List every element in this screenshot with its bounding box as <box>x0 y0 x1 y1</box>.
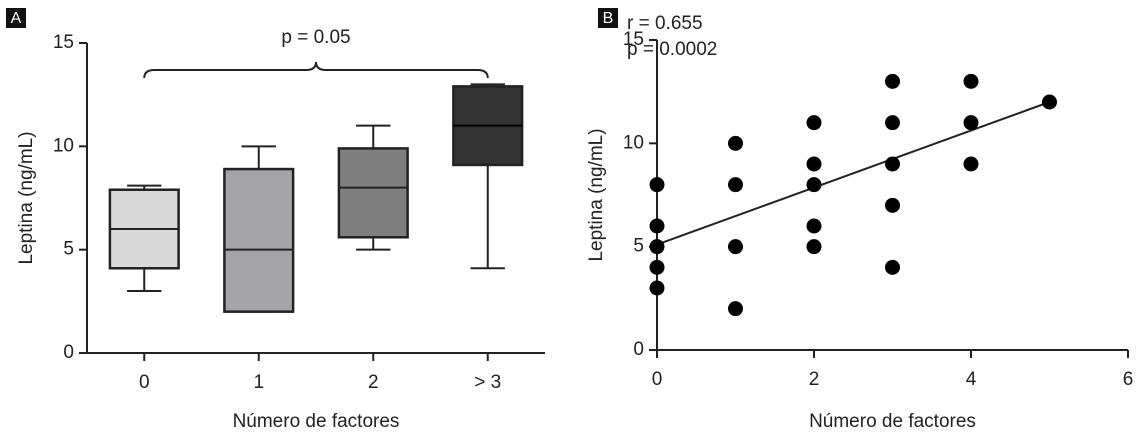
annotation: p = 0.0002 <box>627 39 717 60</box>
fit-line <box>656 101 1050 246</box>
point <box>806 115 822 131</box>
point <box>649 280 665 296</box>
point <box>885 73 900 89</box>
x-tick-label: 0 <box>652 369 663 390</box>
point <box>963 73 979 89</box>
x-tick-label: 6 <box>1123 369 1134 390</box>
annotation: r = 0.655 <box>627 13 703 34</box>
x-tick-label: 2 <box>368 372 379 393</box>
panel-letter: B <box>603 10 614 27</box>
x-tick-label: 1 <box>253 372 264 393</box>
point <box>649 239 665 255</box>
point <box>963 115 979 131</box>
bracket <box>143 61 489 79</box>
point <box>885 259 900 275</box>
y-axis-label: Leptina (ng/mL) <box>586 128 607 261</box>
point <box>885 197 900 213</box>
y-tick-label: 10 <box>623 132 644 153</box>
point <box>806 156 822 172</box>
panel-letter: A <box>11 10 22 27</box>
y-tick-label: 15 <box>623 29 644 50</box>
x-axis-label: Número de factores <box>233 411 400 432</box>
panel-badge <box>598 8 618 28</box>
point <box>806 239 822 255</box>
annotation: p = 0.05 <box>281 27 350 48</box>
point <box>649 259 665 275</box>
y-tick-label: 5 <box>633 236 644 257</box>
panel-badge <box>6 8 26 28</box>
y-tick-label: 10 <box>53 135 74 156</box>
x-tick-label: 2 <box>809 369 820 390</box>
point <box>885 156 900 172</box>
y-axis-label: Leptina (ng/mL) <box>16 131 37 264</box>
point <box>728 177 743 193</box>
point <box>728 239 743 255</box>
point <box>649 177 665 193</box>
y-tick-label: 5 <box>63 239 74 260</box>
x-tick-label: 4 <box>966 369 977 390</box>
point <box>963 156 979 172</box>
x-axis-label: Número de factores <box>809 411 976 432</box>
point <box>885 115 900 131</box>
point <box>1042 94 1057 110</box>
point <box>806 218 822 234</box>
point <box>728 301 743 317</box>
x-tick-label: 0 <box>139 372 150 393</box>
point <box>649 218 665 234</box>
point <box>806 177 822 193</box>
point <box>728 135 743 151</box>
y-tick-label: 0 <box>633 339 644 360</box>
y-tick-label: 0 <box>63 342 74 363</box>
y-tick-label: 15 <box>53 32 74 53</box>
x-tick-label: > 3 <box>474 372 501 393</box>
box <box>223 167 295 313</box>
box <box>337 147 409 239</box>
